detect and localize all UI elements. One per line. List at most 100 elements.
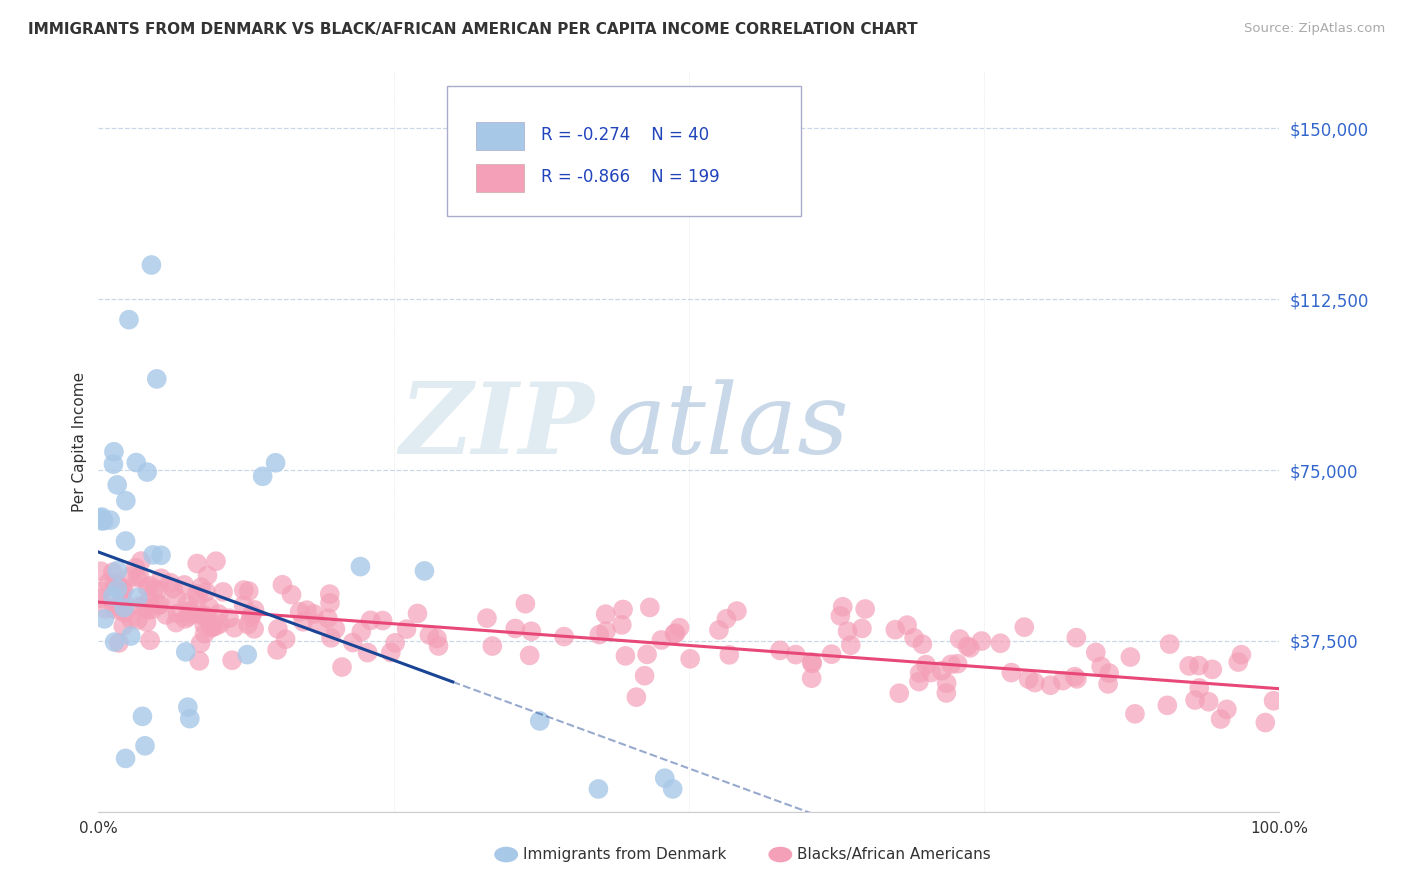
Point xyxy=(920,665,942,680)
Point xyxy=(1066,672,1088,686)
Point xyxy=(129,554,152,568)
Point xyxy=(221,653,243,667)
Point xyxy=(1201,662,1223,676)
Point xyxy=(830,608,852,623)
Point xyxy=(134,599,156,613)
Point xyxy=(1024,675,1046,690)
Point xyxy=(252,469,274,483)
Point xyxy=(785,648,807,662)
Point xyxy=(176,596,198,610)
Point xyxy=(115,493,138,508)
Point xyxy=(111,587,134,601)
Point xyxy=(1156,698,1178,713)
Point xyxy=(135,599,157,613)
Point xyxy=(851,622,873,636)
Text: Source: ZipAtlas.com: Source: ZipAtlas.com xyxy=(1244,22,1385,36)
Point xyxy=(1000,665,1022,680)
Point xyxy=(108,636,131,650)
Point xyxy=(1090,659,1112,673)
Point xyxy=(1039,678,1062,692)
Point xyxy=(588,781,610,796)
Point xyxy=(127,591,149,605)
Point xyxy=(208,616,231,631)
Point xyxy=(661,781,683,796)
Point xyxy=(103,576,125,591)
Point xyxy=(908,666,931,681)
Point xyxy=(240,607,263,622)
Point xyxy=(633,669,655,683)
Point xyxy=(193,618,215,632)
Point xyxy=(134,739,156,753)
Point xyxy=(319,596,342,610)
Point xyxy=(97,575,120,590)
Point xyxy=(124,560,146,574)
Point xyxy=(90,591,112,606)
Point xyxy=(1188,681,1211,695)
Point xyxy=(112,600,135,615)
Point xyxy=(141,258,163,272)
Y-axis label: Per Capita Income: Per Capita Income xyxy=(72,371,87,512)
Bar xyxy=(477,121,523,150)
Point xyxy=(638,600,661,615)
Point xyxy=(529,714,551,728)
Point xyxy=(195,584,218,599)
Point xyxy=(180,604,202,618)
Point xyxy=(111,581,134,595)
Point xyxy=(1230,648,1253,662)
Point xyxy=(292,615,315,629)
Point xyxy=(1159,637,1181,651)
Point xyxy=(1119,650,1142,665)
Point xyxy=(837,624,859,639)
Point xyxy=(1227,655,1250,669)
Point xyxy=(150,571,173,585)
Point xyxy=(800,655,823,669)
Point xyxy=(89,511,111,525)
Point xyxy=(380,645,402,659)
Point xyxy=(325,622,347,636)
Point xyxy=(243,622,266,636)
Point xyxy=(356,646,378,660)
Point xyxy=(406,607,429,621)
Point xyxy=(371,614,394,628)
Point xyxy=(395,622,418,636)
Point xyxy=(820,647,842,661)
Point xyxy=(120,612,142,626)
Point xyxy=(264,456,287,470)
Point xyxy=(903,631,925,645)
Point xyxy=(91,510,114,524)
Point xyxy=(173,578,195,592)
Point xyxy=(839,638,862,652)
Point xyxy=(194,626,217,640)
Point xyxy=(280,588,302,602)
Point xyxy=(302,607,325,621)
Point xyxy=(148,582,170,597)
Point xyxy=(105,478,128,492)
Point xyxy=(360,613,382,627)
Point xyxy=(131,709,153,723)
Point xyxy=(295,603,318,617)
Point xyxy=(853,602,876,616)
Point xyxy=(174,612,197,626)
Point xyxy=(93,514,115,528)
Point xyxy=(949,632,972,646)
Point xyxy=(179,712,201,726)
Point xyxy=(108,598,131,612)
Point xyxy=(125,456,148,470)
Point xyxy=(155,607,177,622)
Point xyxy=(725,604,748,618)
Point xyxy=(1178,659,1201,673)
Point xyxy=(612,602,634,616)
Point xyxy=(127,571,149,585)
Point xyxy=(120,629,142,643)
Point xyxy=(195,611,218,625)
Point xyxy=(136,580,159,594)
Point xyxy=(103,457,125,471)
Point xyxy=(165,615,187,630)
Point xyxy=(319,587,342,601)
Point xyxy=(896,618,918,632)
Point xyxy=(650,632,672,647)
Point xyxy=(1209,712,1232,726)
Point xyxy=(665,626,688,640)
Point xyxy=(1084,645,1107,659)
Text: R = -0.866    N = 199: R = -0.866 N = 199 xyxy=(541,169,720,186)
